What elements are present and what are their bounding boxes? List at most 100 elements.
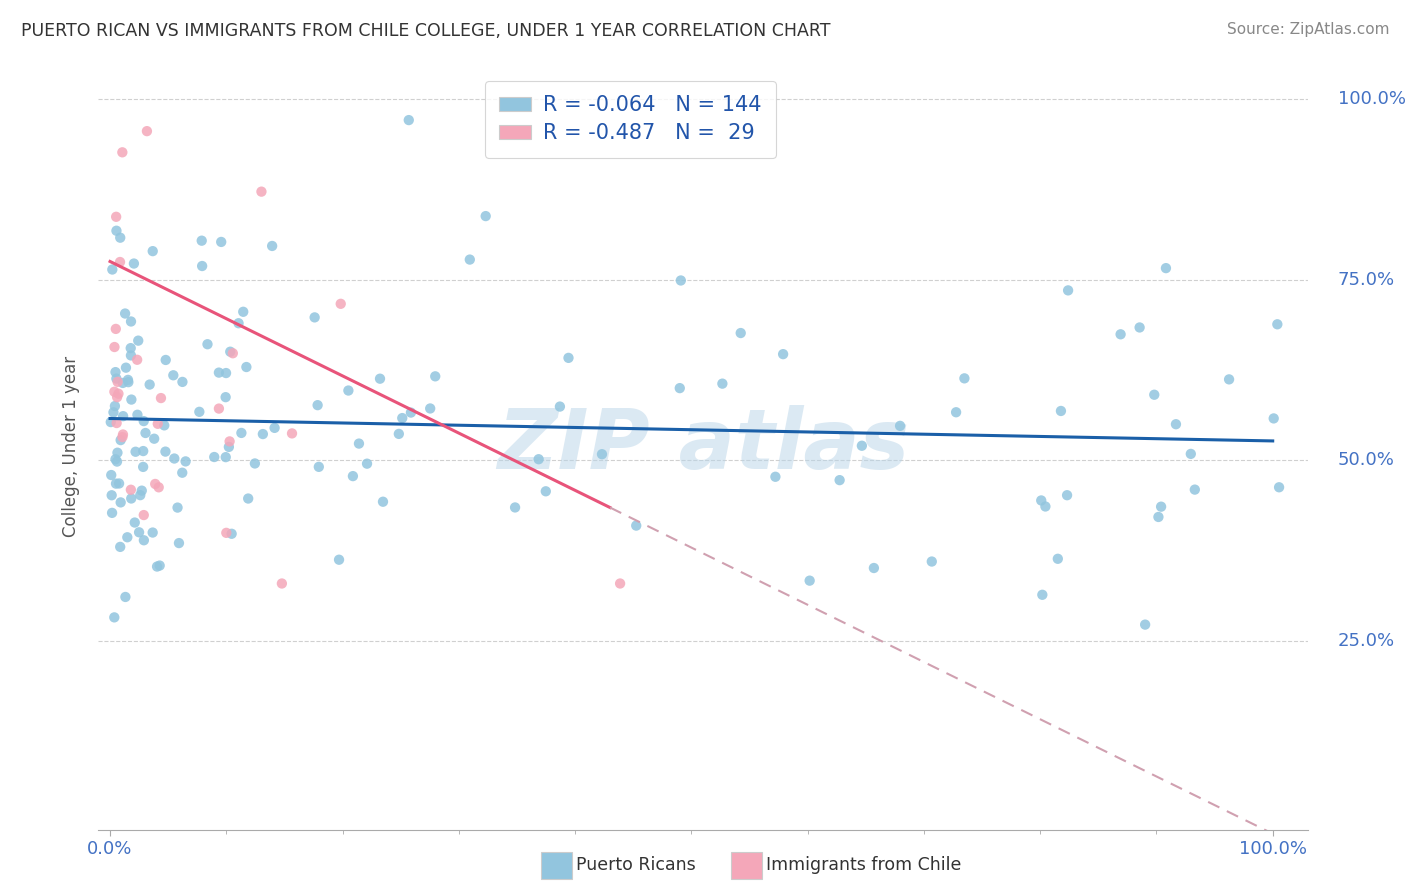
- Point: [851, 439, 873, 453]
- Point: [105, 390, 128, 404]
- Point: [132, 414, 155, 428]
- Point: [103, 405, 125, 419]
- Point: [1050, 404, 1073, 418]
- Point: [1035, 500, 1057, 514]
- Point: [1129, 320, 1152, 334]
- Point: [626, 518, 648, 533]
- Point: [105, 454, 128, 468]
- Point: [108, 255, 131, 269]
- Point: [107, 386, 129, 401]
- Point: [235, 359, 257, 374]
- Point: [127, 334, 149, 348]
- Text: 25.0%: 25.0%: [1339, 632, 1395, 650]
- Text: Source: ZipAtlas.com: Source: ZipAtlas.com: [1226, 22, 1389, 37]
- Point: [111, 427, 134, 442]
- Point: [328, 552, 350, 566]
- Text: Puerto Ricans: Puerto Ricans: [576, 856, 696, 874]
- Point: [1265, 318, 1288, 332]
- Point: [153, 418, 176, 433]
- Point: [104, 322, 127, 336]
- Point: [669, 273, 692, 287]
- Point: [474, 209, 496, 223]
- Point: [398, 113, 420, 128]
- Point: [131, 483, 153, 498]
- Point: [209, 235, 232, 249]
- Point: [134, 425, 156, 440]
- Point: [135, 124, 157, 138]
- Point: [262, 239, 284, 253]
- Point: [347, 436, 370, 450]
- Point: [132, 444, 155, 458]
- Point: [1268, 480, 1291, 494]
- Point: [863, 561, 886, 575]
- Point: [1147, 510, 1170, 524]
- Point: [155, 444, 177, 458]
- Text: Immigrants from Chile: Immigrants from Chile: [766, 856, 962, 874]
- Point: [218, 434, 240, 449]
- Point: [120, 392, 142, 407]
- Point: [129, 488, 152, 502]
- Text: 50.0%: 50.0%: [1339, 451, 1395, 469]
- Point: [190, 234, 212, 248]
- Point: [329, 297, 352, 311]
- Point: [214, 390, 236, 404]
- Point: [146, 417, 169, 431]
- Point: [100, 468, 122, 483]
- Point: [120, 491, 142, 506]
- Point: [1218, 372, 1240, 386]
- Point: [104, 452, 127, 467]
- Point: [371, 494, 394, 508]
- Point: [889, 418, 911, 433]
- Point: [1133, 617, 1156, 632]
- Point: [503, 500, 526, 515]
- Point: [419, 401, 441, 416]
- Point: [368, 372, 391, 386]
- Point: [591, 447, 613, 461]
- Point: [218, 440, 240, 454]
- Point: [132, 508, 155, 522]
- Point: [110, 433, 132, 447]
- Point: [112, 409, 135, 424]
- Text: 100.0%: 100.0%: [1339, 89, 1406, 108]
- Point: [122, 256, 145, 270]
- Point: [391, 411, 413, 425]
- Point: [167, 536, 190, 550]
- Point: [120, 348, 142, 362]
- Point: [104, 476, 127, 491]
- Point: [103, 340, 125, 354]
- Point: [108, 540, 131, 554]
- Point: [1031, 493, 1053, 508]
- Point: [104, 365, 127, 379]
- Point: [111, 430, 134, 444]
- Point: [231, 425, 253, 440]
- Point: [188, 405, 211, 419]
- Point: [103, 610, 125, 624]
- Point: [763, 469, 786, 483]
- Point: [202, 450, 225, 464]
- Point: [149, 391, 172, 405]
- Point: [132, 459, 155, 474]
- Point: [557, 351, 579, 365]
- Point: [166, 500, 188, 515]
- Point: [527, 452, 550, 467]
- Point: [308, 459, 330, 474]
- Point: [142, 525, 165, 540]
- Point: [101, 262, 124, 277]
- Legend: R = -0.064   N = 144, R = -0.487   N =  29: R = -0.064 N = 144, R = -0.487 N = 29: [485, 80, 776, 158]
- Point: [356, 457, 378, 471]
- Point: [307, 398, 329, 412]
- Point: [174, 454, 197, 468]
- Point: [548, 400, 571, 414]
- Point: [730, 326, 752, 340]
- Point: [107, 446, 129, 460]
- Point: [232, 305, 254, 319]
- Point: [208, 366, 231, 380]
- Point: [105, 371, 128, 385]
- Point: [1143, 388, 1166, 402]
- Point: [172, 466, 194, 480]
- Point: [668, 381, 690, 395]
- Point: [105, 416, 128, 430]
- Point: [222, 346, 245, 360]
- Point: [252, 427, 274, 442]
- Point: [100, 415, 122, 429]
